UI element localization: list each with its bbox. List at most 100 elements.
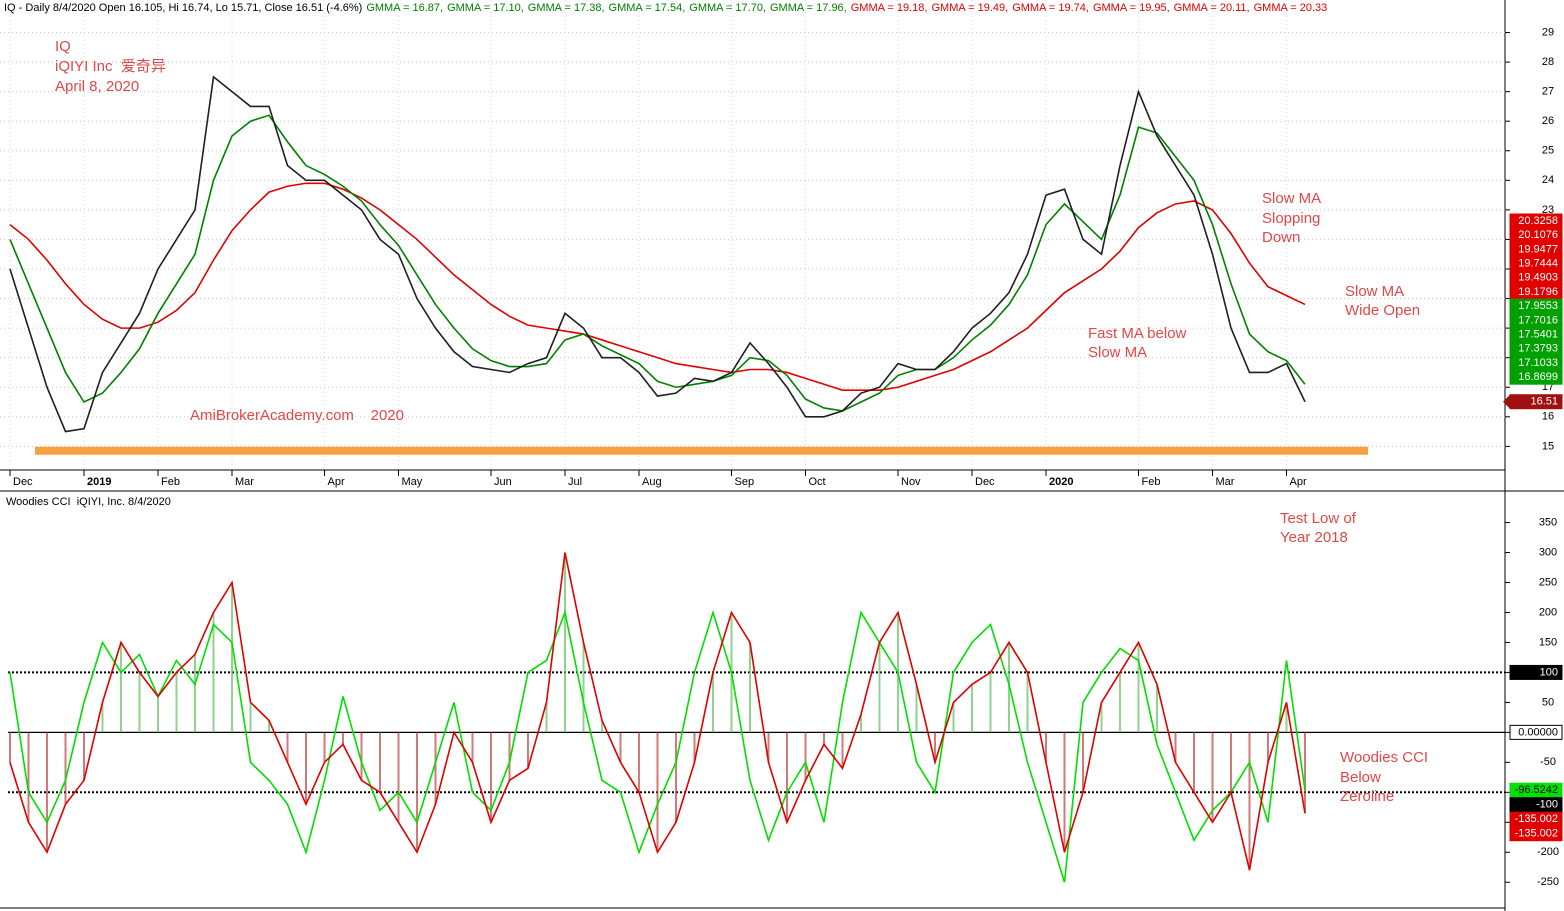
histogram-bar xyxy=(157,696,159,733)
histogram-bar xyxy=(693,732,696,763)
x-tick-label: 2019 xyxy=(87,476,111,488)
value-tag-label: 17.9553 xyxy=(1518,300,1558,312)
annotation: Year 2018 xyxy=(1280,529,1348,546)
y-tick-label: 25 xyxy=(1542,145,1554,157)
histogram-bar xyxy=(305,732,307,805)
histogram-bar xyxy=(823,732,825,745)
x-tick-label: Jun xyxy=(494,476,512,488)
histogram-bar xyxy=(915,684,918,733)
histogram-bar xyxy=(120,642,122,733)
histogram-bar xyxy=(786,732,788,823)
histogram-bar xyxy=(1119,672,1121,733)
histogram-bar xyxy=(860,714,862,733)
x-tick-label: May xyxy=(402,476,423,488)
y-tick-label: 150 xyxy=(1539,636,1557,648)
y-tick-label: -50 xyxy=(1540,756,1556,768)
header-text: IQ - Daily 8/4/2020 Open 16.105, Hi 16.7… xyxy=(4,2,362,14)
histogram-bar xyxy=(342,732,344,745)
histogram-bar xyxy=(379,732,381,793)
histogram-bar xyxy=(564,552,566,733)
series-line xyxy=(9,552,1306,871)
value-tag-label: -135.002 xyxy=(1515,828,1558,840)
y-tick-label: -250 xyxy=(1537,876,1559,888)
histogram-bar xyxy=(1304,732,1306,814)
y-tick-label: 26 xyxy=(1542,115,1554,127)
annotation: April 8, 2020 xyxy=(55,78,139,95)
histogram-bar xyxy=(934,732,936,763)
histogram-bar xyxy=(1174,732,1177,763)
histogram-bar xyxy=(952,702,955,733)
histogram-bar xyxy=(878,642,881,733)
annotation: Fast MA below xyxy=(1088,325,1187,342)
histogram-bar xyxy=(1285,702,1288,733)
header-item: GMMA = 17.54, xyxy=(609,2,686,14)
histogram-bar xyxy=(1063,732,1066,853)
value-tag-label: 17.7016 xyxy=(1518,314,1558,326)
y-tick-label: 24 xyxy=(1542,174,1554,186)
histogram-bar xyxy=(194,654,196,733)
histogram-bar xyxy=(83,732,85,781)
histogram-bar xyxy=(46,732,48,853)
y-tick-label: -200 xyxy=(1537,846,1559,858)
annotation: Wide Open xyxy=(1345,302,1420,319)
series-line xyxy=(9,609,1306,883)
histogram-bar xyxy=(749,642,751,733)
x-tick-label: Mar xyxy=(235,476,254,488)
histogram-bar xyxy=(64,732,67,805)
annotation: AmiBrokerAcademy.com 2020 xyxy=(190,407,404,424)
histogram-bar xyxy=(360,732,363,781)
annotation: Below xyxy=(1340,769,1381,786)
annotation: Zeroline xyxy=(1340,788,1394,805)
x-tick-label: Sep xyxy=(735,476,755,488)
histogram-bar xyxy=(545,702,548,733)
header-item: GMMA = 17.70, xyxy=(689,2,766,14)
x-tick-label: Mar xyxy=(1216,476,1235,488)
header-item: GMMA = 17.38, xyxy=(528,2,605,14)
x-tick-label: Nov xyxy=(901,476,921,488)
histogram-bar xyxy=(989,672,992,733)
histogram-bar xyxy=(101,702,104,733)
histogram-bar xyxy=(619,732,622,763)
value-tag xyxy=(1509,724,1563,740)
value-tag-label: 16.8699 xyxy=(1518,371,1558,383)
value-tag-label: 19.9477 xyxy=(1518,243,1558,255)
histogram-bar xyxy=(323,732,326,763)
y-tick-label: 27 xyxy=(1542,86,1554,98)
header-item: GMMA = 17.96, xyxy=(770,2,847,14)
value-tag-label: 19.7444 xyxy=(1518,258,1558,270)
histogram-bar xyxy=(1082,732,1084,793)
histogram-bar xyxy=(675,732,677,823)
x-tick-label: Aug xyxy=(642,476,662,488)
y-tick-label: 350 xyxy=(1539,516,1557,528)
histogram-bar xyxy=(712,672,714,733)
value-tag-label: 100 xyxy=(1540,666,1558,678)
series-line xyxy=(9,114,1306,412)
series-line xyxy=(9,182,1306,391)
histogram-bar xyxy=(841,732,844,769)
histogram-bar xyxy=(175,672,178,733)
y-tick-label: 250 xyxy=(1539,576,1557,588)
y-tick-label: 15 xyxy=(1542,440,1554,452)
histogram-bar xyxy=(1100,702,1103,733)
histogram-bar xyxy=(1045,732,1047,763)
x-tick-label: Feb xyxy=(1142,476,1161,488)
histogram-bar xyxy=(638,732,640,793)
x-tick-label: 2020 xyxy=(1049,476,1073,488)
value-tag-label: -100 xyxy=(1536,799,1558,811)
value-tag xyxy=(1509,369,1563,385)
x-tick-label: Oct xyxy=(809,476,826,488)
histogram-bar xyxy=(656,732,659,853)
histogram-bar xyxy=(767,732,770,763)
header-item: GMMA = 20.33 xyxy=(1254,2,1328,14)
value-tag-label: 17.3793 xyxy=(1518,343,1558,355)
value-tag-label: 19.1796 xyxy=(1518,286,1558,298)
histogram-bar xyxy=(416,732,418,853)
series-line xyxy=(9,75,1306,433)
histogram-bar xyxy=(1267,732,1269,763)
histogram-bar xyxy=(471,732,474,763)
y-tick-label: 200 xyxy=(1539,606,1557,618)
header-item: GMMA = 17.10, xyxy=(447,2,524,14)
value-tag-label: 16.51 xyxy=(1530,396,1558,408)
header-item: GMMA = 19.95, xyxy=(1093,2,1170,14)
